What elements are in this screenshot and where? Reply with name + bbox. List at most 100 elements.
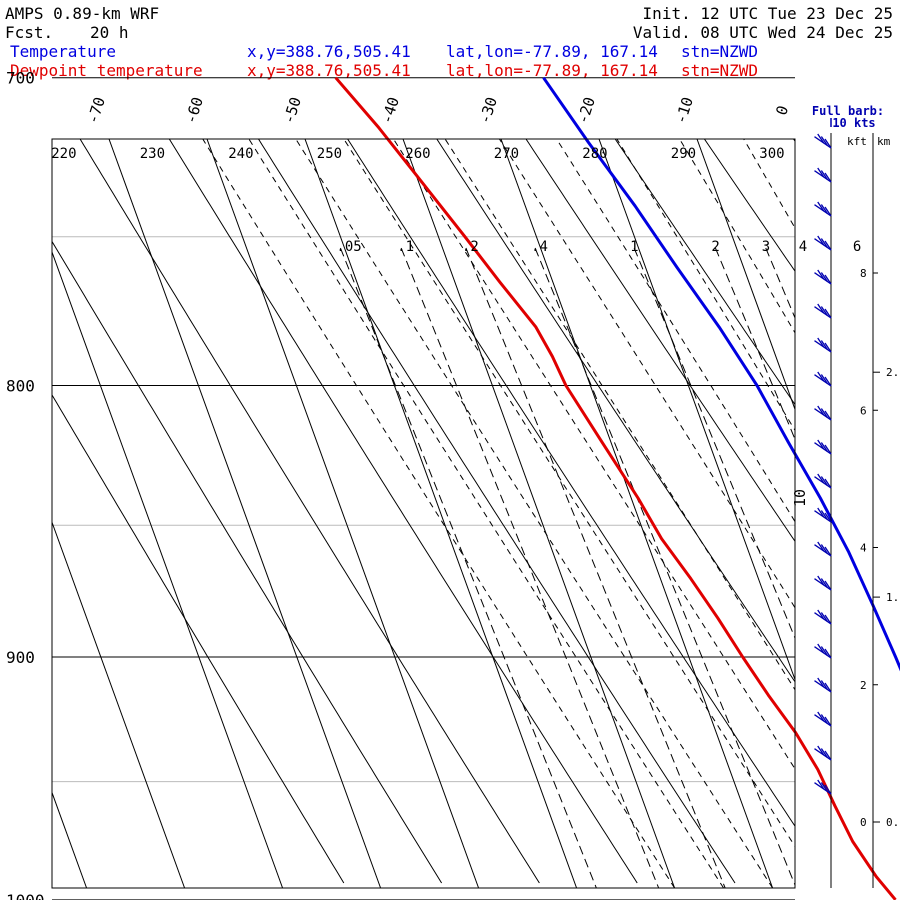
moist-adiabat-line [295, 139, 774, 888]
wind-barb-feather [820, 238, 828, 248]
km-ticks: 0. 1. 2. [873, 366, 899, 829]
wind-barb-feather [824, 444, 832, 455]
mixing-ratio-label: .05 [336, 239, 361, 255]
mixing-ratio-lines [339, 247, 900, 888]
wind-barb-feather [824, 274, 832, 285]
wind-barb-feather [820, 374, 828, 384]
isotherm-label: -20 [573, 95, 598, 126]
wind-barb-feather [817, 473, 825, 484]
wind-barb-feather [817, 235, 825, 246]
kft-tick-label: 4 [860, 542, 867, 555]
isotherm-line [500, 139, 774, 888]
wind-barb-feather [824, 750, 832, 761]
mixing-ratio-label: 6 [853, 239, 861, 255]
pressure-tick-label: 800 [6, 377, 35, 396]
dry-adiabat-label: 250 [317, 146, 342, 162]
wind-barb-feather [824, 138, 832, 149]
mixing-ratio-line [400, 247, 660, 888]
isobars [52, 77, 795, 900]
mixing-ratio-label: .4 [531, 239, 548, 255]
wind-barb-feather [820, 782, 828, 792]
wind-barb-feather [820, 340, 828, 350]
wind-barb-feather [817, 609, 825, 620]
legend-temperature-stn: stn=NZWD [681, 42, 758, 61]
mixing-ratio-line [803, 248, 900, 888]
forecast-hours: 20 h [90, 23, 129, 42]
wind-barb-feather [824, 614, 832, 625]
legend-dewpoint-latlon: lat,lon=-77.89, 167.14 [446, 61, 658, 80]
dry-adiabat-line [79, 139, 540, 884]
wind-barb-feather [817, 677, 825, 688]
wind-barb-feather [817, 507, 825, 518]
isotherm-label: -10 [671, 95, 696, 126]
isotherm-line [598, 139, 795, 682]
wind-barb-feather [824, 376, 832, 387]
isotherm-line [206, 139, 480, 888]
wind-barb-feather [824, 342, 832, 353]
isotherm-line [52, 250, 284, 888]
wind-barb-feather [820, 170, 828, 180]
pressure-tick-label: 1000 [6, 891, 45, 900]
kft-tick-label: 2 [860, 679, 867, 692]
isotherm-label: -40 [377, 95, 402, 126]
wind-barb-feather [820, 408, 828, 418]
isotherm-line [893, 139, 900, 888]
dry-adiabat-line [525, 139, 795, 543]
isotherm-label: -60 [181, 95, 206, 126]
mixing-ratio-label: 4 [799, 239, 807, 255]
wind-barb-feather [824, 580, 832, 591]
mixing-ratio-label: 1 [630, 239, 638, 255]
wind-barb-feather [817, 405, 825, 416]
wind-barbs [814, 133, 832, 795]
wind-panel: Full barb: 10 kts kft km 0 2 4 6 8 0. 1. 2. 10 [791, 104, 899, 888]
wind-barb-feather [824, 172, 832, 183]
dry-adiabat-label: 290 [671, 146, 696, 162]
dry-adiabat-line [793, 139, 795, 143]
km-tick-label: 1. [886, 591, 899, 604]
wind-barb-feather [820, 714, 828, 724]
wind-barb-feather [820, 510, 828, 520]
mixing-ratio-line [633, 247, 795, 640]
kft-tick-label: 6 [860, 404, 867, 417]
moist-adiabat-line [343, 139, 795, 848]
barb-legend-line-2: 10 kts [832, 116, 875, 130]
wind-side-label: 10 [791, 489, 809, 507]
wind-barb-feather [817, 133, 825, 144]
dry-adiabat-line [347, 139, 795, 828]
isotherms [52, 139, 900, 888]
mixing-ratio-line [857, 248, 900, 888]
wind-barb-feather [820, 272, 828, 282]
wind-barb-feather [824, 784, 832, 795]
wind-barb-feather [820, 680, 828, 690]
plot-frame [51, 138, 796, 889]
wind-barb-feather [817, 541, 825, 552]
legend-dewpoint-name: Dewpoint temperature [10, 61, 203, 80]
wind-barb-feather [820, 306, 828, 316]
isotherm-line [402, 139, 676, 888]
wind-barb-feather [824, 240, 832, 251]
moist-adiabat-line [444, 139, 795, 691]
dry-adiabat-label: 280 [582, 146, 607, 162]
pressure-tick-label: 900 [6, 648, 35, 667]
moist-adiabat-line [248, 139, 725, 888]
dry-adiabat-label: 260 [405, 146, 430, 162]
legend-row-temperature: Temperature x,y=388.76,505.41 lat,lon=-7… [10, 42, 758, 61]
wind-barb-feather [824, 648, 832, 659]
dry-adiabat-label: 270 [494, 146, 519, 162]
isotherm-line [108, 139, 382, 888]
wind-barb-feather [820, 476, 828, 486]
wind-barb-feather [820, 748, 828, 758]
isotherm-line [696, 139, 795, 411]
mixing-ratio-line [465, 247, 726, 888]
wind-barb-feather [824, 206, 832, 217]
mixing-ratio-label: 2 [711, 239, 719, 255]
wind-barb-feather [817, 371, 825, 382]
dry-adiabat-label: 300 [759, 146, 784, 162]
wind-barb-feather [824, 410, 832, 421]
wind-barb-feather [817, 745, 825, 756]
km-tick-label: 2. [886, 366, 899, 379]
wind-barb-feather [824, 308, 832, 319]
pressure-tick-label: 700 [6, 69, 35, 88]
wind-barb-feather [820, 612, 828, 622]
isotherm-label: -70 [83, 95, 108, 126]
